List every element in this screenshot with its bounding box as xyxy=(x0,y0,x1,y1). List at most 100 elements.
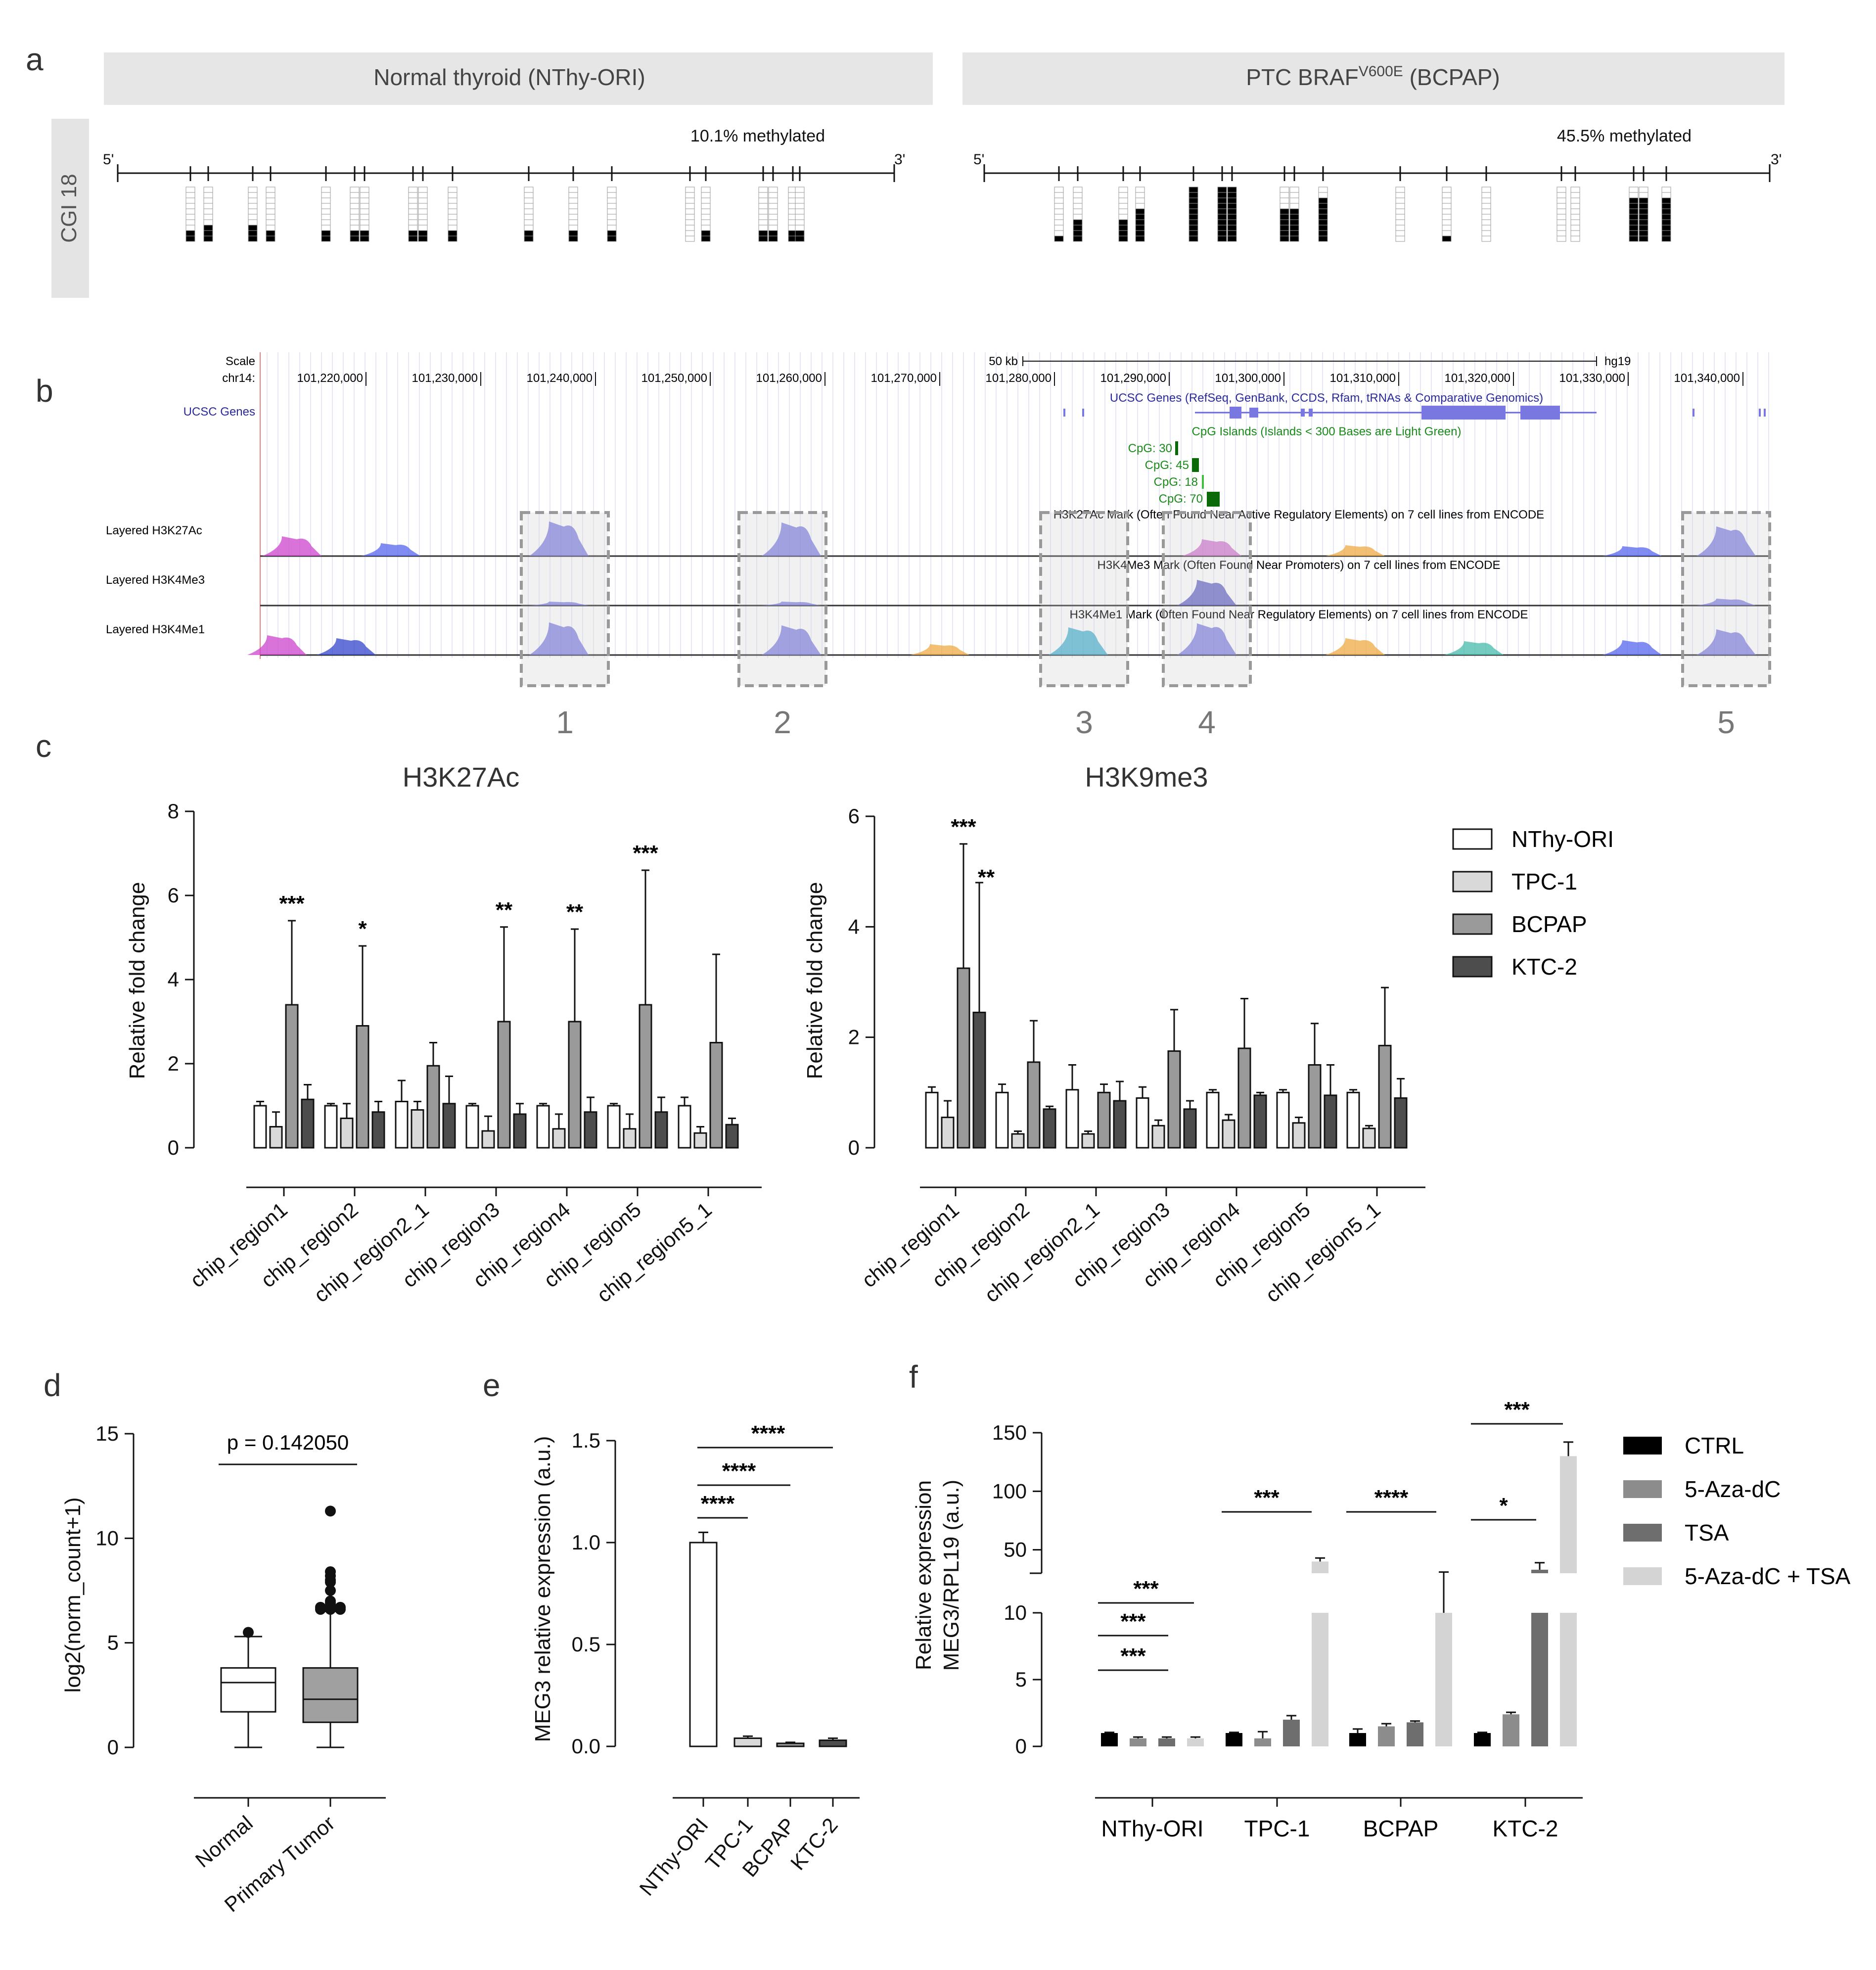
signal-peak xyxy=(262,536,321,556)
methylated-cell xyxy=(1227,203,1237,209)
unmethylated-cell xyxy=(408,214,418,220)
unmethylated-cell xyxy=(408,219,418,226)
y-tick-label: 0 xyxy=(848,1136,860,1159)
bar xyxy=(957,967,970,1149)
methylated-cell xyxy=(1318,214,1328,220)
signal-peak xyxy=(1696,629,1756,655)
unmethylated-cell xyxy=(248,192,258,198)
unmethylated-cell xyxy=(685,219,695,226)
chrom-position-label: 101,320,000 xyxy=(1445,372,1510,385)
unmethylated-cell xyxy=(685,230,695,236)
outlier-point xyxy=(315,1601,326,1613)
methylated-cell xyxy=(321,230,331,236)
legend-swatch xyxy=(1623,1567,1662,1585)
unmethylated-cell xyxy=(524,187,534,193)
legend-label: TSA xyxy=(1685,1520,1729,1546)
unmethylated-cell xyxy=(524,192,534,198)
unmethylated-cell xyxy=(701,203,711,209)
unmethylated-cell xyxy=(266,197,275,204)
unmethylated-cell xyxy=(1556,203,1566,209)
methylated-cell xyxy=(1318,219,1328,226)
signal-peak xyxy=(1696,599,1756,606)
unmethylated-cell xyxy=(1135,192,1145,198)
cgi-row-label-box xyxy=(51,119,89,298)
unmethylated-cell xyxy=(1629,192,1639,198)
bar xyxy=(972,1011,986,1149)
unmethylated-cell xyxy=(1556,187,1566,193)
unmethylated-cell xyxy=(795,214,805,220)
methylated-cell xyxy=(1054,235,1064,242)
unmethylated-cell xyxy=(1395,214,1405,220)
unmethylated-cell xyxy=(1054,225,1064,231)
bar xyxy=(639,1004,652,1149)
methylated-cell xyxy=(607,230,617,236)
unmethylated-cell xyxy=(418,203,428,209)
y-tick-label: 0 xyxy=(168,1136,179,1159)
bar xyxy=(1407,1722,1423,1746)
legend-swatch xyxy=(1452,828,1493,850)
signal-peak xyxy=(1696,526,1756,556)
bar xyxy=(1378,1044,1392,1149)
methylated-cell xyxy=(1227,208,1237,215)
gene-exon xyxy=(1063,409,1065,417)
chrom-positions: 101,220,000 101,230,000 101,240,000 101,250… xyxy=(297,372,1743,386)
y-tick-label: 10 xyxy=(95,1526,119,1549)
unmethylated-cell xyxy=(1054,230,1064,236)
methylated-cell xyxy=(1661,225,1671,231)
unmethylated-cell xyxy=(607,208,617,215)
meg3-expression-chart: MEG3 relative expression (a.u.) 0.0 0.5 1.… xyxy=(531,1421,860,1900)
legend-label: KTC-2 xyxy=(1511,954,1577,980)
unmethylated-cell xyxy=(758,203,768,209)
unmethylated-cell xyxy=(768,208,778,215)
unmethylated-cell xyxy=(768,225,778,231)
unmethylated-cell xyxy=(568,203,578,209)
methylated-cell xyxy=(1280,219,1289,226)
unmethylated-cell xyxy=(321,197,331,204)
unmethylated-cell xyxy=(795,203,805,209)
bar xyxy=(1136,1097,1149,1149)
unmethylated-cell xyxy=(1118,208,1128,215)
bar-lower xyxy=(1560,1613,1577,1746)
methylated-cell xyxy=(1639,219,1648,226)
methylated-cell xyxy=(1661,208,1671,215)
bar-upper xyxy=(1531,1569,1548,1573)
bar xyxy=(1349,1733,1366,1746)
bar xyxy=(513,1113,527,1149)
methylated-cell xyxy=(1639,203,1648,209)
bar xyxy=(941,1117,955,1149)
unmethylated-cell xyxy=(607,192,617,198)
methylated-cell xyxy=(1629,219,1639,226)
methylated-cell xyxy=(1318,197,1328,204)
unmethylated-cell xyxy=(768,187,778,193)
unmethylated-cell xyxy=(321,192,331,198)
gene-exon xyxy=(1309,409,1313,417)
ucsc-genes-desc: UCSC Genes (RefSeq, GenBank, CCDS, Rfam,… xyxy=(1110,391,1543,405)
chrom-position-label: 101,340,000 xyxy=(1674,372,1740,385)
bar xyxy=(568,1021,582,1149)
significance-stars: *** xyxy=(1120,1609,1146,1634)
signal-peak xyxy=(762,602,821,606)
bar xyxy=(925,1091,939,1149)
unmethylated-cell xyxy=(203,219,213,226)
methylated-cell xyxy=(1639,225,1648,231)
bar xyxy=(1081,1133,1095,1149)
unmethylated-cell xyxy=(1481,235,1491,242)
bar xyxy=(481,1130,495,1149)
gene-exon xyxy=(1082,409,1084,417)
unmethylated-cell xyxy=(768,203,778,209)
unmethylated-cell xyxy=(1570,214,1580,220)
unmethylated-cell xyxy=(795,225,805,231)
methylated-cell xyxy=(350,235,360,242)
unmethylated-cell xyxy=(1054,203,1064,209)
methylated-cell xyxy=(1227,214,1237,220)
unmethylated-cell xyxy=(768,197,778,204)
methylated-cell xyxy=(1280,230,1289,236)
unmethylated-cell xyxy=(408,197,418,204)
unmethylated-cell xyxy=(1481,197,1491,204)
methylated-cell xyxy=(1629,235,1639,242)
bar xyxy=(733,1737,762,1747)
unmethylated-cell xyxy=(1442,225,1452,231)
unmethylated-cell xyxy=(701,197,711,204)
unmethylated-cell xyxy=(1073,203,1083,209)
y-tick-label: 1.5 xyxy=(572,1429,600,1452)
